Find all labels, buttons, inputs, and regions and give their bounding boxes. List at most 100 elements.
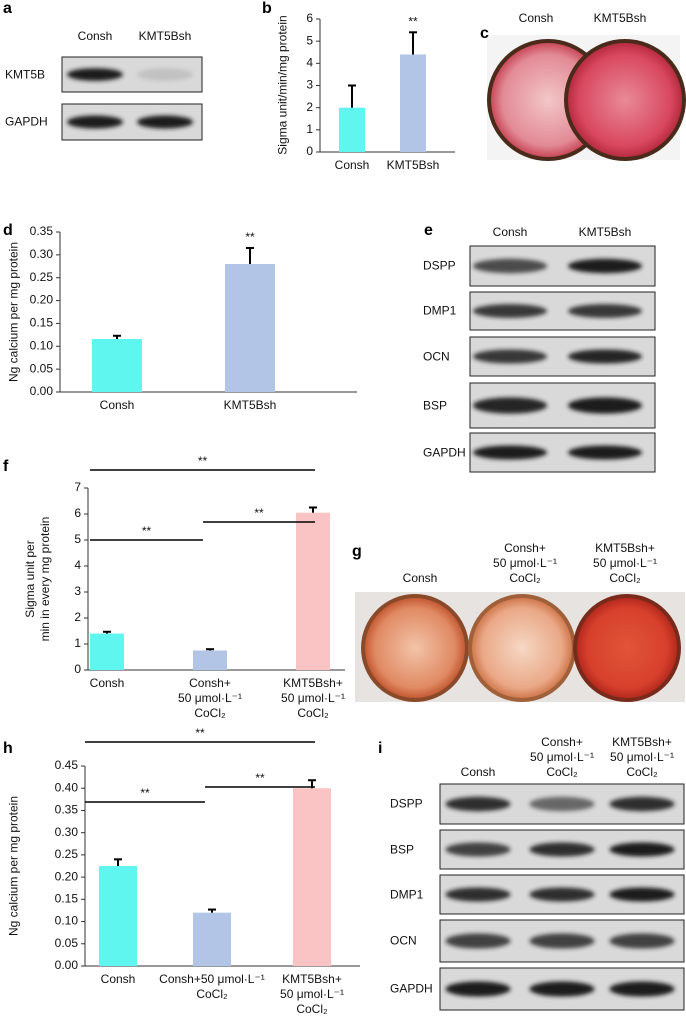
- blot-row-label: DSPP: [390, 796, 423, 811]
- x-tick-label: Consh: [89, 676, 125, 690]
- y-tick-label: 0.05: [55, 936, 79, 950]
- bar: [293, 788, 331, 966]
- blot-band: [568, 258, 642, 274]
- blot-column-label: Consh: [77, 29, 113, 43]
- bar: [193, 912, 231, 966]
- y-axis-label: Ng calcium per mg protein: [6, 241, 21, 383]
- blot-band: [445, 887, 511, 902]
- blot-band: [609, 887, 675, 902]
- y-tick-label: 1: [74, 636, 81, 650]
- y-axis-label: Sigma unit/min/mg protein: [275, 15, 290, 155]
- blot-band: [473, 304, 547, 318]
- significance-label: **: [198, 454, 208, 468]
- bar: [193, 650, 227, 670]
- blot-band: [609, 933, 675, 949]
- y-axis-label: Ng calcium per mg protein: [6, 795, 21, 937]
- x-tick-label: Consh: [334, 158, 370, 172]
- x-tick-label: Consh+50 μmol·L⁻¹ CoCl₂: [159, 972, 265, 1001]
- error-bar: [206, 648, 214, 651]
- stain-column-label: Consh: [518, 11, 554, 25]
- blot-band: [529, 796, 595, 812]
- y-tick-label: 0.05: [30, 361, 54, 375]
- x-tick-label: Consh+ 50 μmol·L⁻¹ CoCl₂: [178, 676, 242, 720]
- panel-label: i: [378, 740, 383, 757]
- blot-band: [445, 842, 511, 857]
- error-bar: [409, 31, 417, 55]
- blot-row-label: BSP: [390, 842, 415, 856]
- x-tick-label: Consh: [100, 972, 136, 986]
- blot-band: [609, 796, 675, 812]
- blot-column-label: Consh+ 50 μmol·L⁻¹ CoCl₂: [530, 735, 594, 779]
- panel-label: h: [3, 740, 13, 757]
- blot-band: [568, 397, 642, 414]
- error-bar: [113, 334, 121, 339]
- y-tick-label: 0: [306, 144, 313, 158]
- y-tick-label: 0.10: [55, 914, 79, 928]
- y-tick-label: 5: [306, 33, 313, 47]
- x-tick-label: KMT5Bsh: [386, 158, 440, 172]
- blot-column-label: KMT5Bsh: [138, 29, 192, 43]
- blot-band: [473, 445, 547, 460]
- blot-band: [473, 397, 547, 414]
- panel-label: g: [352, 543, 362, 560]
- bar: [90, 633, 124, 670]
- y-tick-label: 4: [74, 558, 81, 572]
- error-bar: [208, 908, 216, 913]
- y-tick-label: 0.25: [55, 847, 79, 861]
- stain-image-g: [355, 592, 685, 702]
- blot-column-label: KMT5Bsh+ 50 μmol·L⁻¹ CoCl₂: [610, 735, 674, 779]
- blot-column-label: Consh: [492, 225, 528, 239]
- significance-label: **: [255, 771, 265, 785]
- blot-band: [529, 842, 595, 857]
- x-tick-label: KMT5Bsh+ 50 μmol·L⁻¹ CoCl₂: [280, 972, 344, 1016]
- blot-band: [67, 68, 123, 81]
- y-axis-label: Sigma unit per min in every mg protein: [23, 516, 52, 642]
- bar: [99, 866, 137, 966]
- blot-row-label: OCN: [423, 349, 450, 363]
- blot-band: [137, 115, 193, 129]
- blot-band: [609, 981, 675, 997]
- stain-column-label: Consh: [402, 571, 438, 585]
- stain-column-label: KMT5Bsh+ 50 μmol·L⁻¹ CoCl₂: [593, 541, 657, 585]
- y-tick-label: 7: [74, 480, 81, 494]
- blot-band: [529, 887, 595, 902]
- stain-column-label: Consh+ 50 μmol·L⁻¹ CoCl₂: [493, 541, 557, 585]
- y-tick-label: 0: [74, 662, 81, 676]
- blot-column-label: KMT5Bsh: [578, 225, 632, 239]
- blot-band: [445, 981, 511, 997]
- blot-row-label: DMP1: [423, 303, 457, 318]
- blot-row-label: GAPDH: [423, 445, 466, 459]
- blot-band: [137, 68, 193, 81]
- panel-label: b: [262, 0, 272, 17]
- y-tick-label: 4: [306, 56, 313, 70]
- y-tick-label: 0.15: [55, 892, 79, 906]
- x-tick-label: KMT5Bsh: [223, 398, 277, 412]
- blot-band: [609, 842, 675, 857]
- y-tick-label: 1: [306, 122, 313, 136]
- y-tick-label: 0.10: [30, 338, 54, 352]
- y-tick-label: 3: [74, 584, 81, 598]
- x-tick-label: Consh: [99, 398, 135, 412]
- y-tick-label: 0.25: [30, 270, 54, 284]
- significance-label: **: [140, 786, 150, 800]
- bar: [296, 512, 330, 670]
- y-tick-label: 5: [74, 532, 81, 546]
- bar: [225, 264, 275, 392]
- blot-column-label: Consh: [460, 765, 496, 779]
- y-tick-label: 0.20: [55, 869, 79, 883]
- significance-label: **: [195, 726, 205, 740]
- stain-image-c: [487, 35, 686, 161]
- blot-band: [568, 304, 642, 318]
- y-tick-label: 6: [306, 11, 313, 25]
- panel-label: a: [3, 0, 12, 17]
- stain-column-label: KMT5Bsh: [593, 11, 647, 25]
- blot-row-label: OCN: [390, 933, 417, 948]
- y-tick-label: 2: [74, 610, 81, 624]
- y-tick-label: 3: [306, 78, 313, 92]
- blot-row-label: KMT5B: [5, 67, 46, 81]
- y-tick-label: 2: [306, 100, 313, 114]
- error-bar: [114, 858, 122, 866]
- blot-band: [445, 796, 511, 812]
- error-bar: [348, 84, 356, 108]
